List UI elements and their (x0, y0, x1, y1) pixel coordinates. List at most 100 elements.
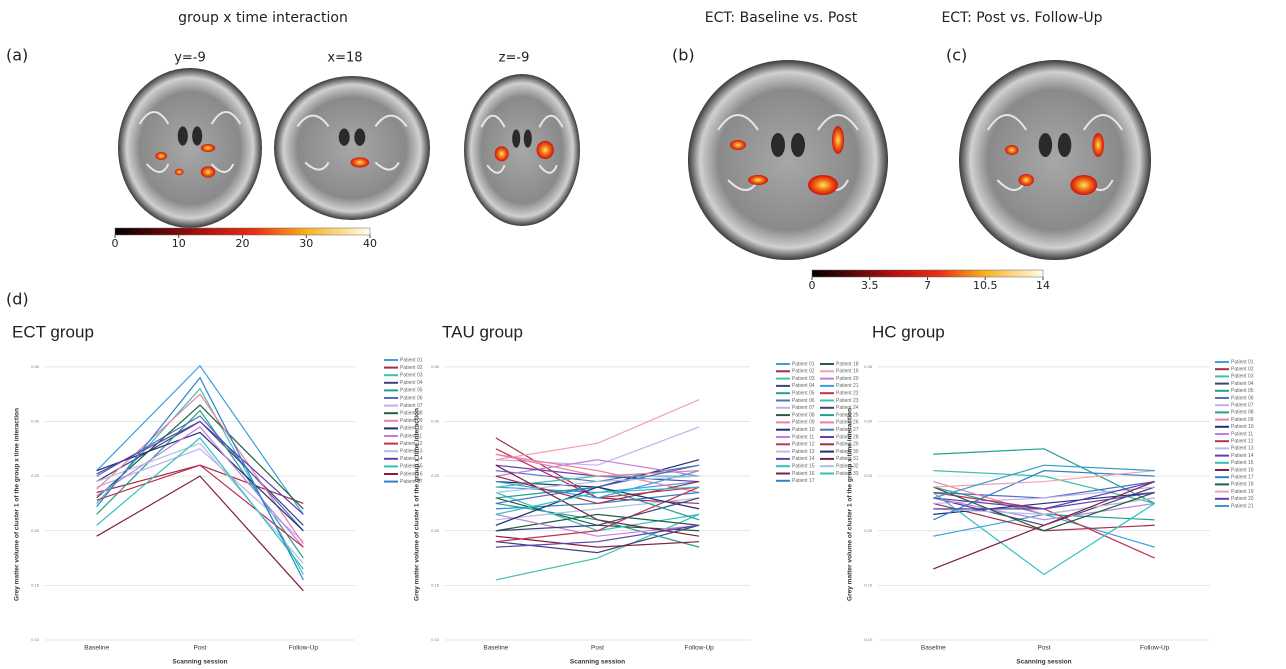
y-tick-label: 0.25 (864, 473, 873, 478)
y-tick-label: 0.15 (864, 582, 873, 587)
brain-slice (274, 76, 430, 220)
legend-label: Patient 16 (1231, 467, 1254, 473)
legend-label: Patient 14 (1231, 453, 1254, 459)
activation (537, 141, 554, 159)
legend-label: Patient 03 (792, 376, 815, 382)
figure: group x time interaction ECT: Baseline v… (0, 0, 1286, 669)
legend-label: Patient 04 (1231, 381, 1254, 387)
panel-label: (a) (6, 46, 28, 65)
legend-label: Patient 18 (1231, 482, 1254, 488)
legend-label: Patient 21 (836, 383, 859, 389)
legend-label: Patient 01 (792, 361, 815, 367)
brain-slice (464, 74, 580, 226)
legend-label: Patient 17 (792, 478, 815, 484)
x-tick-label: Post (591, 645, 604, 652)
legend-label: Patient 13 (792, 449, 815, 455)
legend-label: Patient 09 (1231, 417, 1254, 423)
slice-label: x=18 (327, 51, 362, 66)
activation (175, 169, 184, 175)
colorbar-tick-label: 40 (363, 237, 377, 250)
ventricle (512, 129, 520, 147)
legend-label: Patient 07 (400, 403, 423, 409)
series-line (933, 471, 1154, 487)
y-axis-label: Grey matter volume of cluster 1 of the g… (847, 408, 854, 601)
colorbar-tick-label: 0 (112, 237, 119, 250)
legend-label: Patient 01 (400, 357, 423, 363)
legend-label: Patient 07 (792, 405, 815, 411)
colorbar-tick-label: 3.5 (861, 279, 879, 292)
y-tick-label: 0.30 (431, 419, 440, 424)
panel-title: ECT: Post vs. Follow-Up (941, 10, 1102, 26)
x-tick-label: Baseline (84, 645, 109, 652)
y-tick-label: 0.35 (864, 364, 873, 369)
legend-label: Patient 19 (836, 369, 859, 375)
legend-label: Patient 10 (1231, 424, 1254, 430)
legend-label: Patient 11 (792, 434, 814, 440)
colorbar-tick-label: 14 (1036, 279, 1050, 292)
legend-label: Patient 12 (792, 442, 815, 448)
legend-label: Patient 02 (400, 365, 423, 371)
ventricle (1058, 133, 1071, 157)
x-axis-label: Scanning session (172, 659, 227, 666)
panel-title: ECT: Baseline vs. Post (705, 10, 858, 26)
legend-label: Patient 06 (1231, 395, 1254, 401)
legend-label: Patient 17 (1231, 475, 1254, 481)
legend-label: Patient 04 (400, 380, 423, 386)
brain-slice (688, 60, 888, 260)
ventricle (1039, 133, 1052, 157)
legend-label: Patient 21 (1231, 503, 1254, 509)
panel-title: group x time interaction (178, 10, 348, 26)
colorbar-tick-label: 30 (299, 237, 313, 250)
colorbar (812, 270, 1043, 277)
y-tick-label: 0.10 (31, 637, 40, 642)
ventricle (791, 133, 805, 157)
slice-label: y=-9 (174, 51, 206, 66)
colorbar-tick-label: 0 (809, 279, 816, 292)
legend-label: Patient 11 (1231, 431, 1253, 437)
colorbar-tick-label: 10.5 (973, 279, 998, 292)
activation (832, 126, 844, 154)
legend-label: Patient 08 (1231, 410, 1254, 416)
y-tick-label: 0.15 (31, 582, 40, 587)
panel-label: (c) (946, 46, 967, 65)
legend-label: Patient 09 (792, 420, 815, 426)
x-tick-label: Post (193, 645, 206, 652)
x-tick-label: Baseline (921, 645, 946, 652)
legend-label: Patient 12 (1231, 439, 1254, 445)
activation (1005, 145, 1018, 155)
y-tick-label: 0.25 (431, 473, 440, 478)
activation (748, 175, 768, 185)
x-axis-label: Scanning session (1016, 659, 1071, 666)
ventricle (524, 129, 532, 147)
ventricle (178, 126, 188, 145)
legend-label: Patient 05 (400, 388, 423, 394)
panel-label: (d) (6, 290, 29, 309)
legend-label: Patient 23 (836, 398, 859, 404)
x-tick-label: Follow-Up (289, 645, 319, 652)
activation (1070, 175, 1097, 195)
y-tick-label: 0.10 (431, 637, 440, 642)
colorbar-tick-label: 20 (236, 237, 250, 250)
series-line (496, 400, 699, 460)
legend-label: Patient 04 (792, 383, 815, 389)
y-tick-label: 0.30 (31, 419, 40, 424)
activation (495, 146, 509, 161)
legend-label: Patient 15 (1231, 460, 1254, 466)
series-line (97, 378, 304, 580)
y-axis-label: Grey matter volume of cluster 1 of the g… (414, 408, 421, 601)
page: {"figure": { "panel_labels": ["(a)", "(b… (0, 0, 1286, 669)
chart-title: TAU group (442, 322, 523, 341)
legend-label: Patient 06 (400, 395, 423, 401)
activation (155, 152, 167, 160)
x-tick-label: Post (1037, 645, 1050, 652)
legend-label: Patient 22 (836, 391, 859, 397)
activation (730, 140, 746, 150)
ventricle (354, 129, 365, 146)
legend-label: Patient 20 (836, 376, 859, 382)
y-tick-label: 0.20 (431, 528, 440, 533)
series-line (97, 421, 304, 525)
brain-slice (118, 68, 262, 228)
legend-label: Patient 15 (792, 464, 815, 470)
legend-label: Patient 08 (792, 412, 815, 418)
colorbar-tick-label: 7 (924, 279, 931, 292)
